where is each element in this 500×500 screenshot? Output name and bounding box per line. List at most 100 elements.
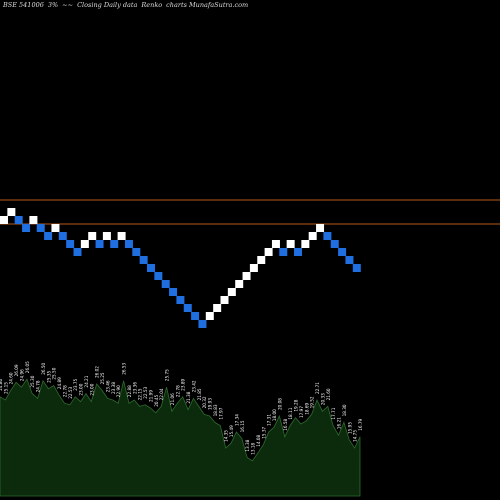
volume-label: 17.71 — [331, 407, 336, 419]
volume-label: 13.18 — [251, 442, 256, 454]
renko-brick-down — [14, 216, 23, 224]
renko-brick-down — [66, 240, 75, 248]
volume-label: 17.34 — [234, 414, 239, 426]
volume-label: 23.42 — [191, 380, 196, 392]
renko-brick-up — [308, 232, 317, 240]
volume-label: 18.00 — [272, 409, 277, 421]
volume-label: 19.93 — [208, 398, 213, 410]
renko-brick-down — [198, 320, 207, 328]
renko-brick-up — [271, 240, 280, 248]
renko-brick-up — [220, 296, 229, 304]
renko-brick-up — [51, 224, 60, 232]
volume-label: 18.11 — [288, 407, 293, 419]
volume-label: 22.53 — [68, 386, 73, 398]
renko-bricks — [0, 208, 361, 328]
renko-brick-up — [235, 280, 244, 288]
volume-label: 24.80 — [0, 378, 3, 390]
volume-label: 15.49 — [229, 425, 234, 437]
volume-label: 16.21 — [337, 417, 342, 429]
renko-brick-down — [132, 248, 141, 256]
volume-label: 17.97 — [299, 406, 304, 418]
renko-brick-up — [286, 240, 295, 248]
volume-label: 25.75 — [165, 369, 170, 381]
renko-brick-down — [345, 256, 354, 264]
renko-brick-up — [301, 240, 310, 248]
percent-label: 3% — [47, 1, 59, 9]
renko-brick-down — [154, 272, 163, 280]
volume-label: 21.85 — [197, 388, 202, 400]
volume-label: 22.78 — [175, 385, 180, 397]
renko-brick-up — [102, 232, 111, 240]
volume-label: 22.78 — [62, 385, 67, 397]
volume-label: 25.50 — [52, 367, 57, 379]
volume-label: 23.00 — [79, 383, 84, 395]
volume-label: 21.38 — [186, 391, 191, 403]
volume-label: 16.58 — [283, 418, 288, 430]
renko-brick-down — [139, 256, 148, 264]
volume-label: 18.30 — [342, 404, 347, 416]
volume-label: 19.28 — [294, 399, 299, 411]
renko-brick-down — [323, 232, 332, 240]
volume-label: 16.15 — [240, 420, 245, 432]
renko-brick-up — [227, 288, 236, 296]
symbol-label: BSE 541006 — [3, 1, 44, 9]
volume-label: 20.33 — [320, 393, 325, 405]
volume-label: 15.37 — [261, 426, 266, 438]
volume-label: 23.89 — [181, 378, 186, 390]
volume-label: 18.69 — [304, 402, 309, 414]
volume-label: 23.46 — [105, 380, 110, 392]
volume-label: 26.02 — [95, 366, 100, 378]
volume-label: 21.06 — [170, 393, 175, 405]
renko-brick-up — [316, 224, 325, 232]
chart-header: BSE 541006 3% ~~ Closing Daily data Renko cha… — [3, 1, 252, 9]
renko-brick-down — [58, 232, 67, 240]
volume-label: 16.79 — [358, 418, 363, 430]
renko-brick-up — [0, 216, 8, 224]
volume-label: 24.96 — [19, 369, 24, 381]
renko-brick-down — [44, 232, 53, 240]
volume-area-path — [0, 378, 361, 497]
volume-label: 14.75 — [353, 430, 358, 442]
volume-label: 25.15 — [3, 382, 8, 394]
reference-lines — [0, 199, 500, 225]
volume-label: 22.90 — [116, 385, 121, 397]
renko-brick-down — [110, 240, 119, 248]
renko-brick-down — [124, 240, 133, 248]
arrows-label: ~~ — [62, 1, 74, 9]
volume-label: 22.15 — [138, 388, 143, 400]
volume-label: 17.31 — [267, 414, 272, 426]
volume-label: 22.71 — [315, 382, 320, 394]
volume-label: 25.35 — [46, 370, 51, 382]
volume-label: 23.00 — [89, 383, 94, 395]
volume-label: 21.99 — [148, 390, 153, 402]
renko-brick-down — [169, 288, 178, 296]
renko-brick-down — [183, 304, 192, 312]
renko-brick-up — [249, 264, 258, 272]
volume-label: 26.50 — [41, 362, 46, 374]
renko-brick-down — [22, 224, 31, 232]
volume-label: 22.04 — [159, 388, 164, 400]
renko-brick-down — [191, 312, 200, 320]
renko-brick-down — [330, 240, 339, 248]
volume-label: 21.60 — [326, 388, 331, 400]
renko-brick-down — [36, 224, 45, 232]
renko-brick-down — [338, 248, 347, 256]
volume-area — [0, 378, 361, 497]
renko-brick-up — [117, 232, 126, 240]
volume-label: 25.30 — [30, 375, 35, 387]
renko-brick-down — [95, 240, 104, 248]
volume-label: 26.53 — [122, 362, 127, 374]
renko-brick-down — [73, 248, 82, 256]
renko-brick-up — [80, 240, 89, 248]
volume-label: 24.60 — [9, 372, 14, 384]
volume-label: 26.05 — [25, 361, 30, 373]
renko-brick-down — [352, 264, 361, 272]
volume-label: 22.53 — [143, 386, 148, 398]
renko-brick-down — [279, 248, 288, 256]
volume-label: 26.09 — [14, 364, 19, 376]
renko-brick-down — [294, 248, 302, 256]
renko-brick-down — [176, 296, 185, 304]
volume-label: 13.38 — [245, 439, 250, 451]
volume-label: 20.32 — [202, 396, 207, 408]
